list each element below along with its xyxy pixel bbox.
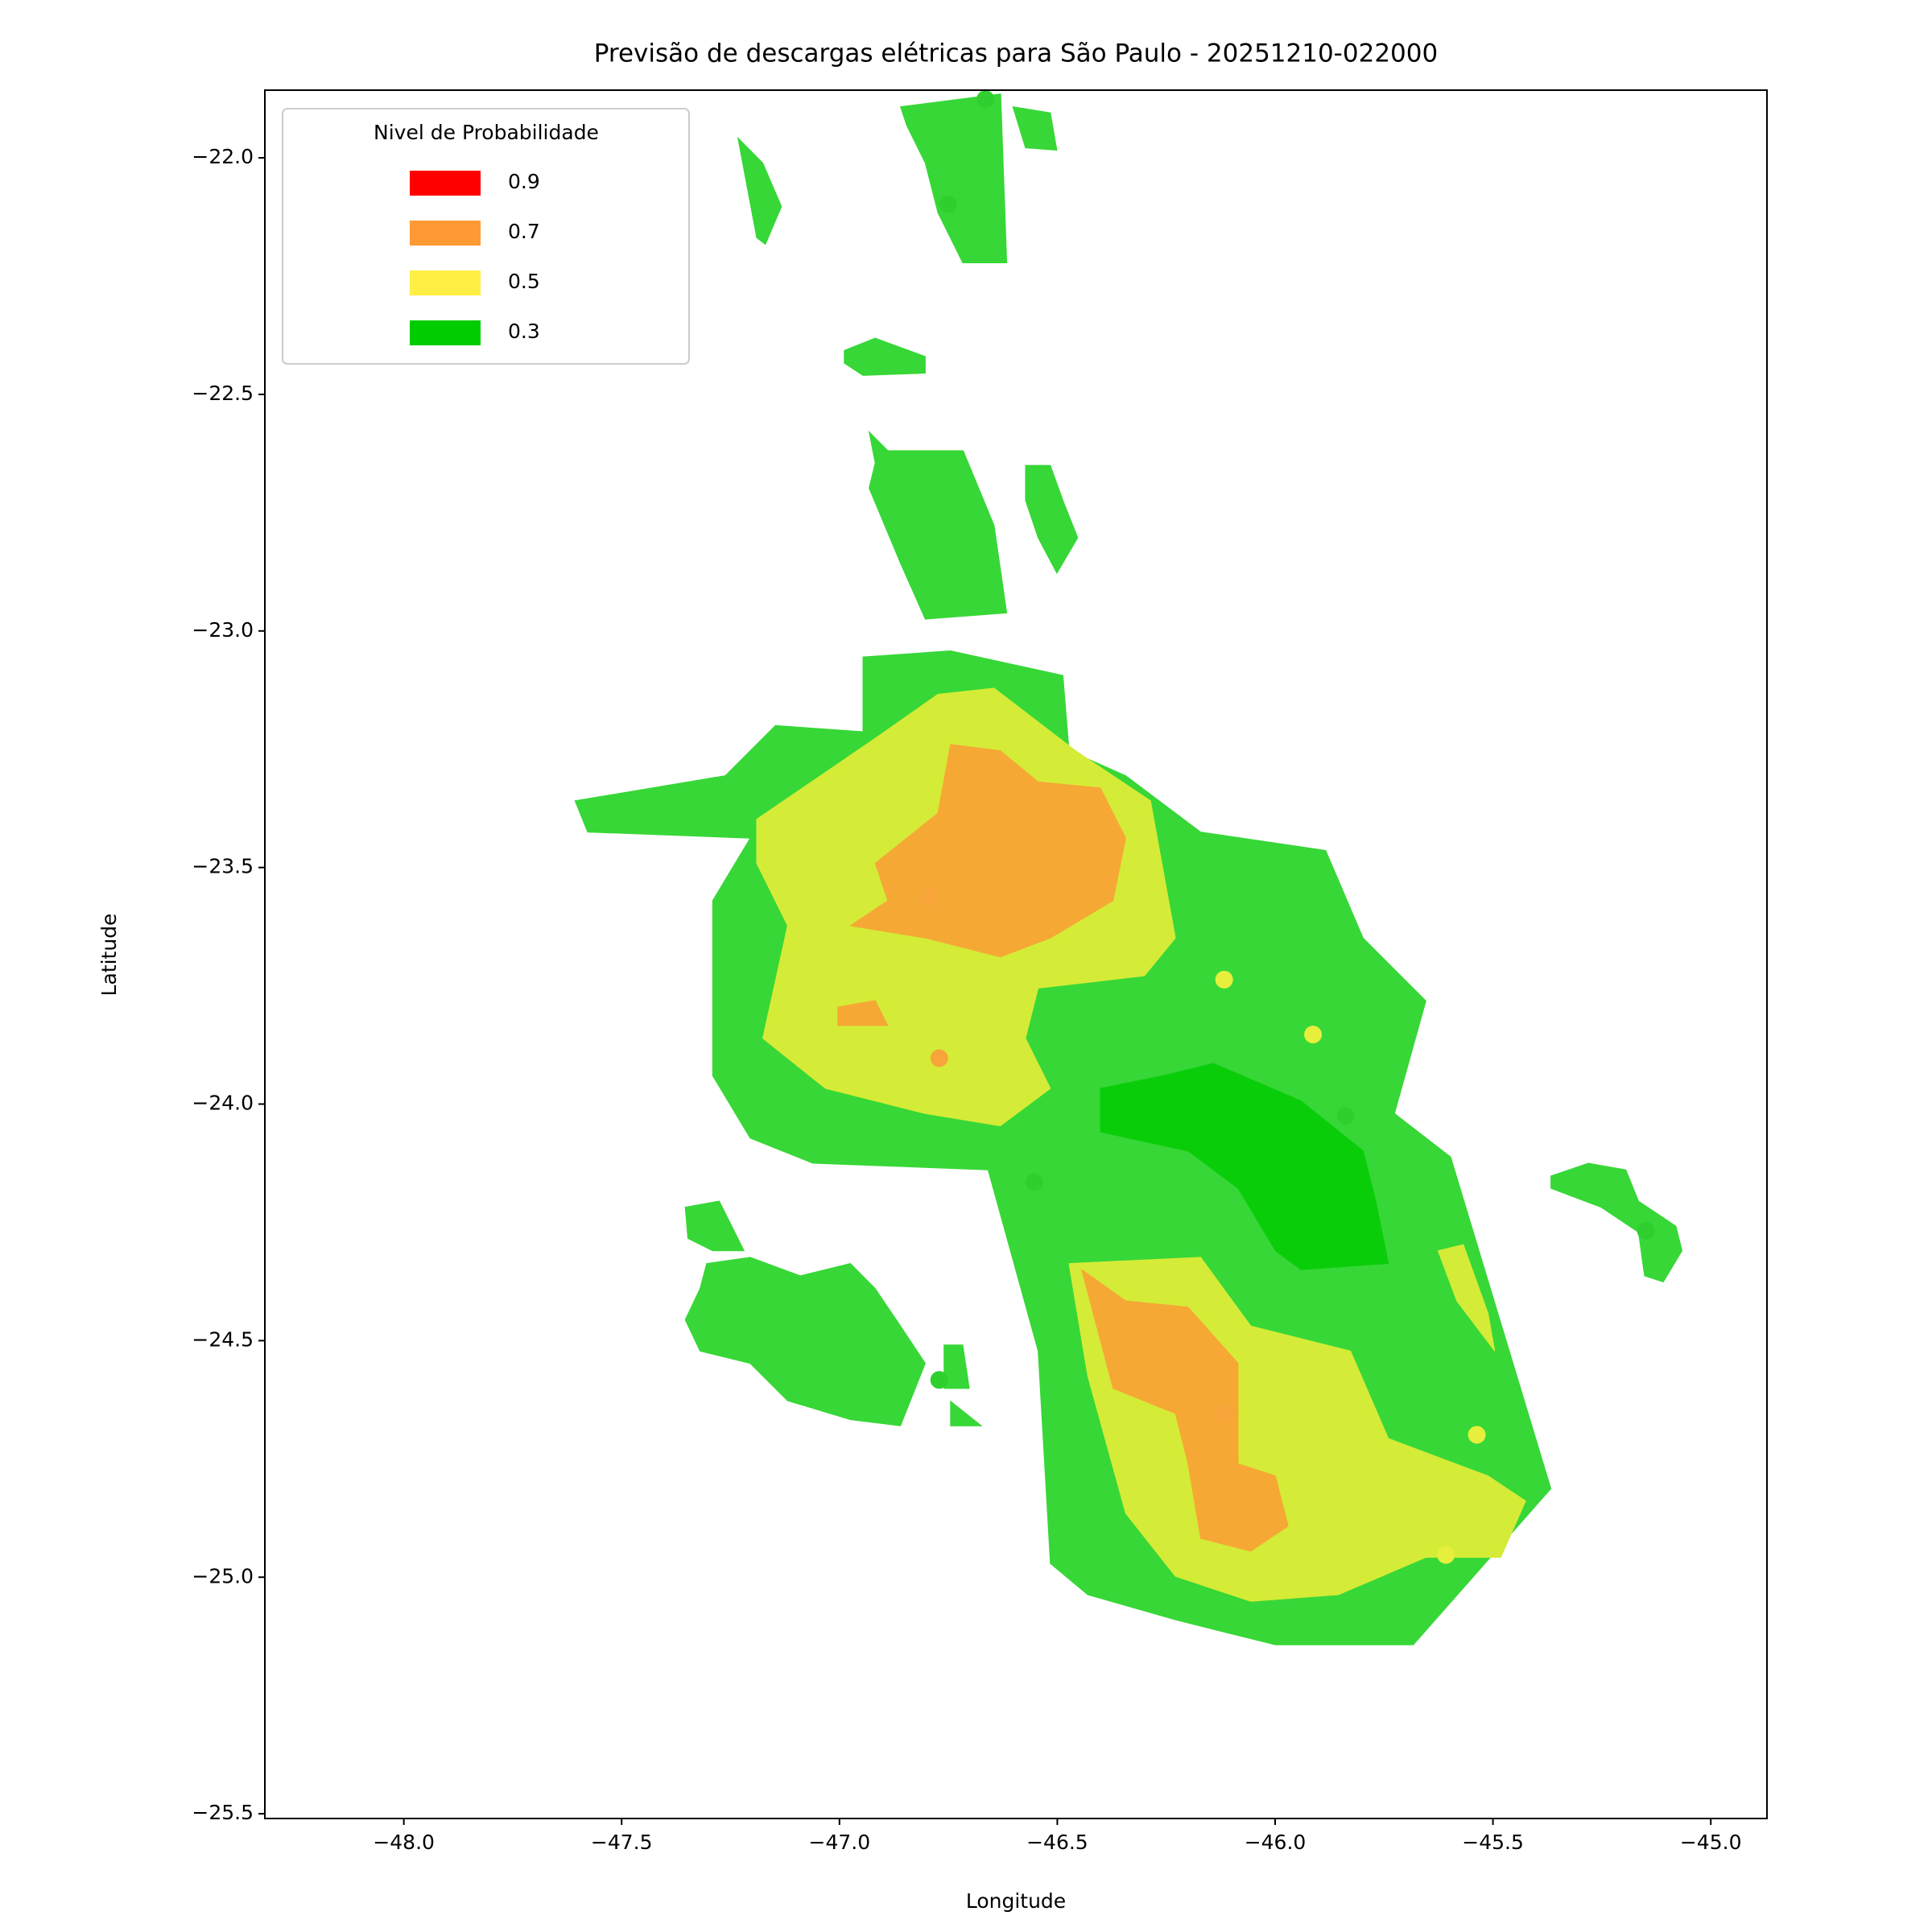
y-tick-label: −22.0: [192, 145, 254, 168]
legend-swatch: [410, 171, 481, 196]
y-tick-label: −25.0: [192, 1564, 254, 1587]
y-tick-label: −23.5: [192, 855, 254, 878]
probability-region: [837, 1000, 889, 1026]
x-tick-label: −46.5: [1026, 1831, 1088, 1854]
probability-region: [1025, 464, 1079, 575]
probability-region: [844, 337, 926, 376]
x-tick-label: −46.0: [1245, 1831, 1307, 1854]
legend-swatch: [410, 221, 481, 246]
legend-label: 0.3: [508, 320, 540, 343]
chart-title: Previsão de descargas elétricas para São…: [594, 39, 1438, 68]
strike-point: [1304, 1026, 1323, 1044]
probability-region: [684, 1257, 926, 1426]
y-tick-label: −25.5: [192, 1801, 254, 1824]
y-tick-label: −23.0: [192, 618, 254, 642]
strike-point: [1437, 1546, 1455, 1564]
y-tick-label: −24.5: [192, 1327, 254, 1351]
x-tick-label: −47.5: [591, 1831, 653, 1854]
legend-swatch: [410, 270, 481, 295]
legend-box: [282, 108, 690, 365]
legend-title: Nivel de Probabilidade: [374, 121, 599, 144]
probability-region: [1012, 105, 1058, 151]
probability-region: [684, 1200, 745, 1252]
legend-label: 0.7: [508, 220, 540, 243]
x-tick-label: −45.0: [1680, 1831, 1742, 1854]
y-tick-label: −24.0: [192, 1092, 254, 1115]
strike-point: [930, 1371, 948, 1389]
x-tick-label: −48.0: [373, 1831, 435, 1854]
legend-label: 0.5: [508, 270, 540, 293]
y-axis-label: Latitude: [97, 914, 121, 997]
strike-point: [976, 90, 995, 109]
probability-region: [1080, 1268, 1289, 1552]
strike-point: [1215, 1404, 1233, 1422]
legend: Nivel de Probabilidade 0.9 0.7 0.5 0.3: [282, 108, 690, 365]
probability-region: [950, 1400, 983, 1426]
probability-region: [737, 136, 782, 246]
axes-frame: [264, 89, 1768, 1819]
y-tick-label: −22.5: [192, 382, 254, 405]
strike-point: [1637, 1222, 1655, 1241]
probability-region: [868, 430, 1008, 620]
probability-region: [1550, 1162, 1683, 1283]
x-axis-label: Longitude: [966, 1889, 1066, 1913]
strike-point: [1215, 970, 1233, 989]
legend-label: 0.9: [508, 170, 540, 193]
strike-point: [920, 888, 939, 906]
probability-region: [899, 93, 1008, 263]
probability-region: [849, 744, 1126, 958]
strike-point: [939, 195, 957, 213]
strike-point: [1336, 1107, 1355, 1125]
plot-area: [574, 90, 1683, 1645]
probability-region: [1437, 1244, 1496, 1352]
legend-swatch: [410, 320, 481, 345]
strike-point: [1025, 1173, 1043, 1191]
x-tick-label: −47.0: [809, 1831, 871, 1854]
strike-point: [930, 1049, 948, 1067]
x-tick-label: −45.5: [1462, 1831, 1524, 1854]
strike-point: [1468, 1426, 1486, 1444]
probability-region: [1100, 1063, 1389, 1270]
